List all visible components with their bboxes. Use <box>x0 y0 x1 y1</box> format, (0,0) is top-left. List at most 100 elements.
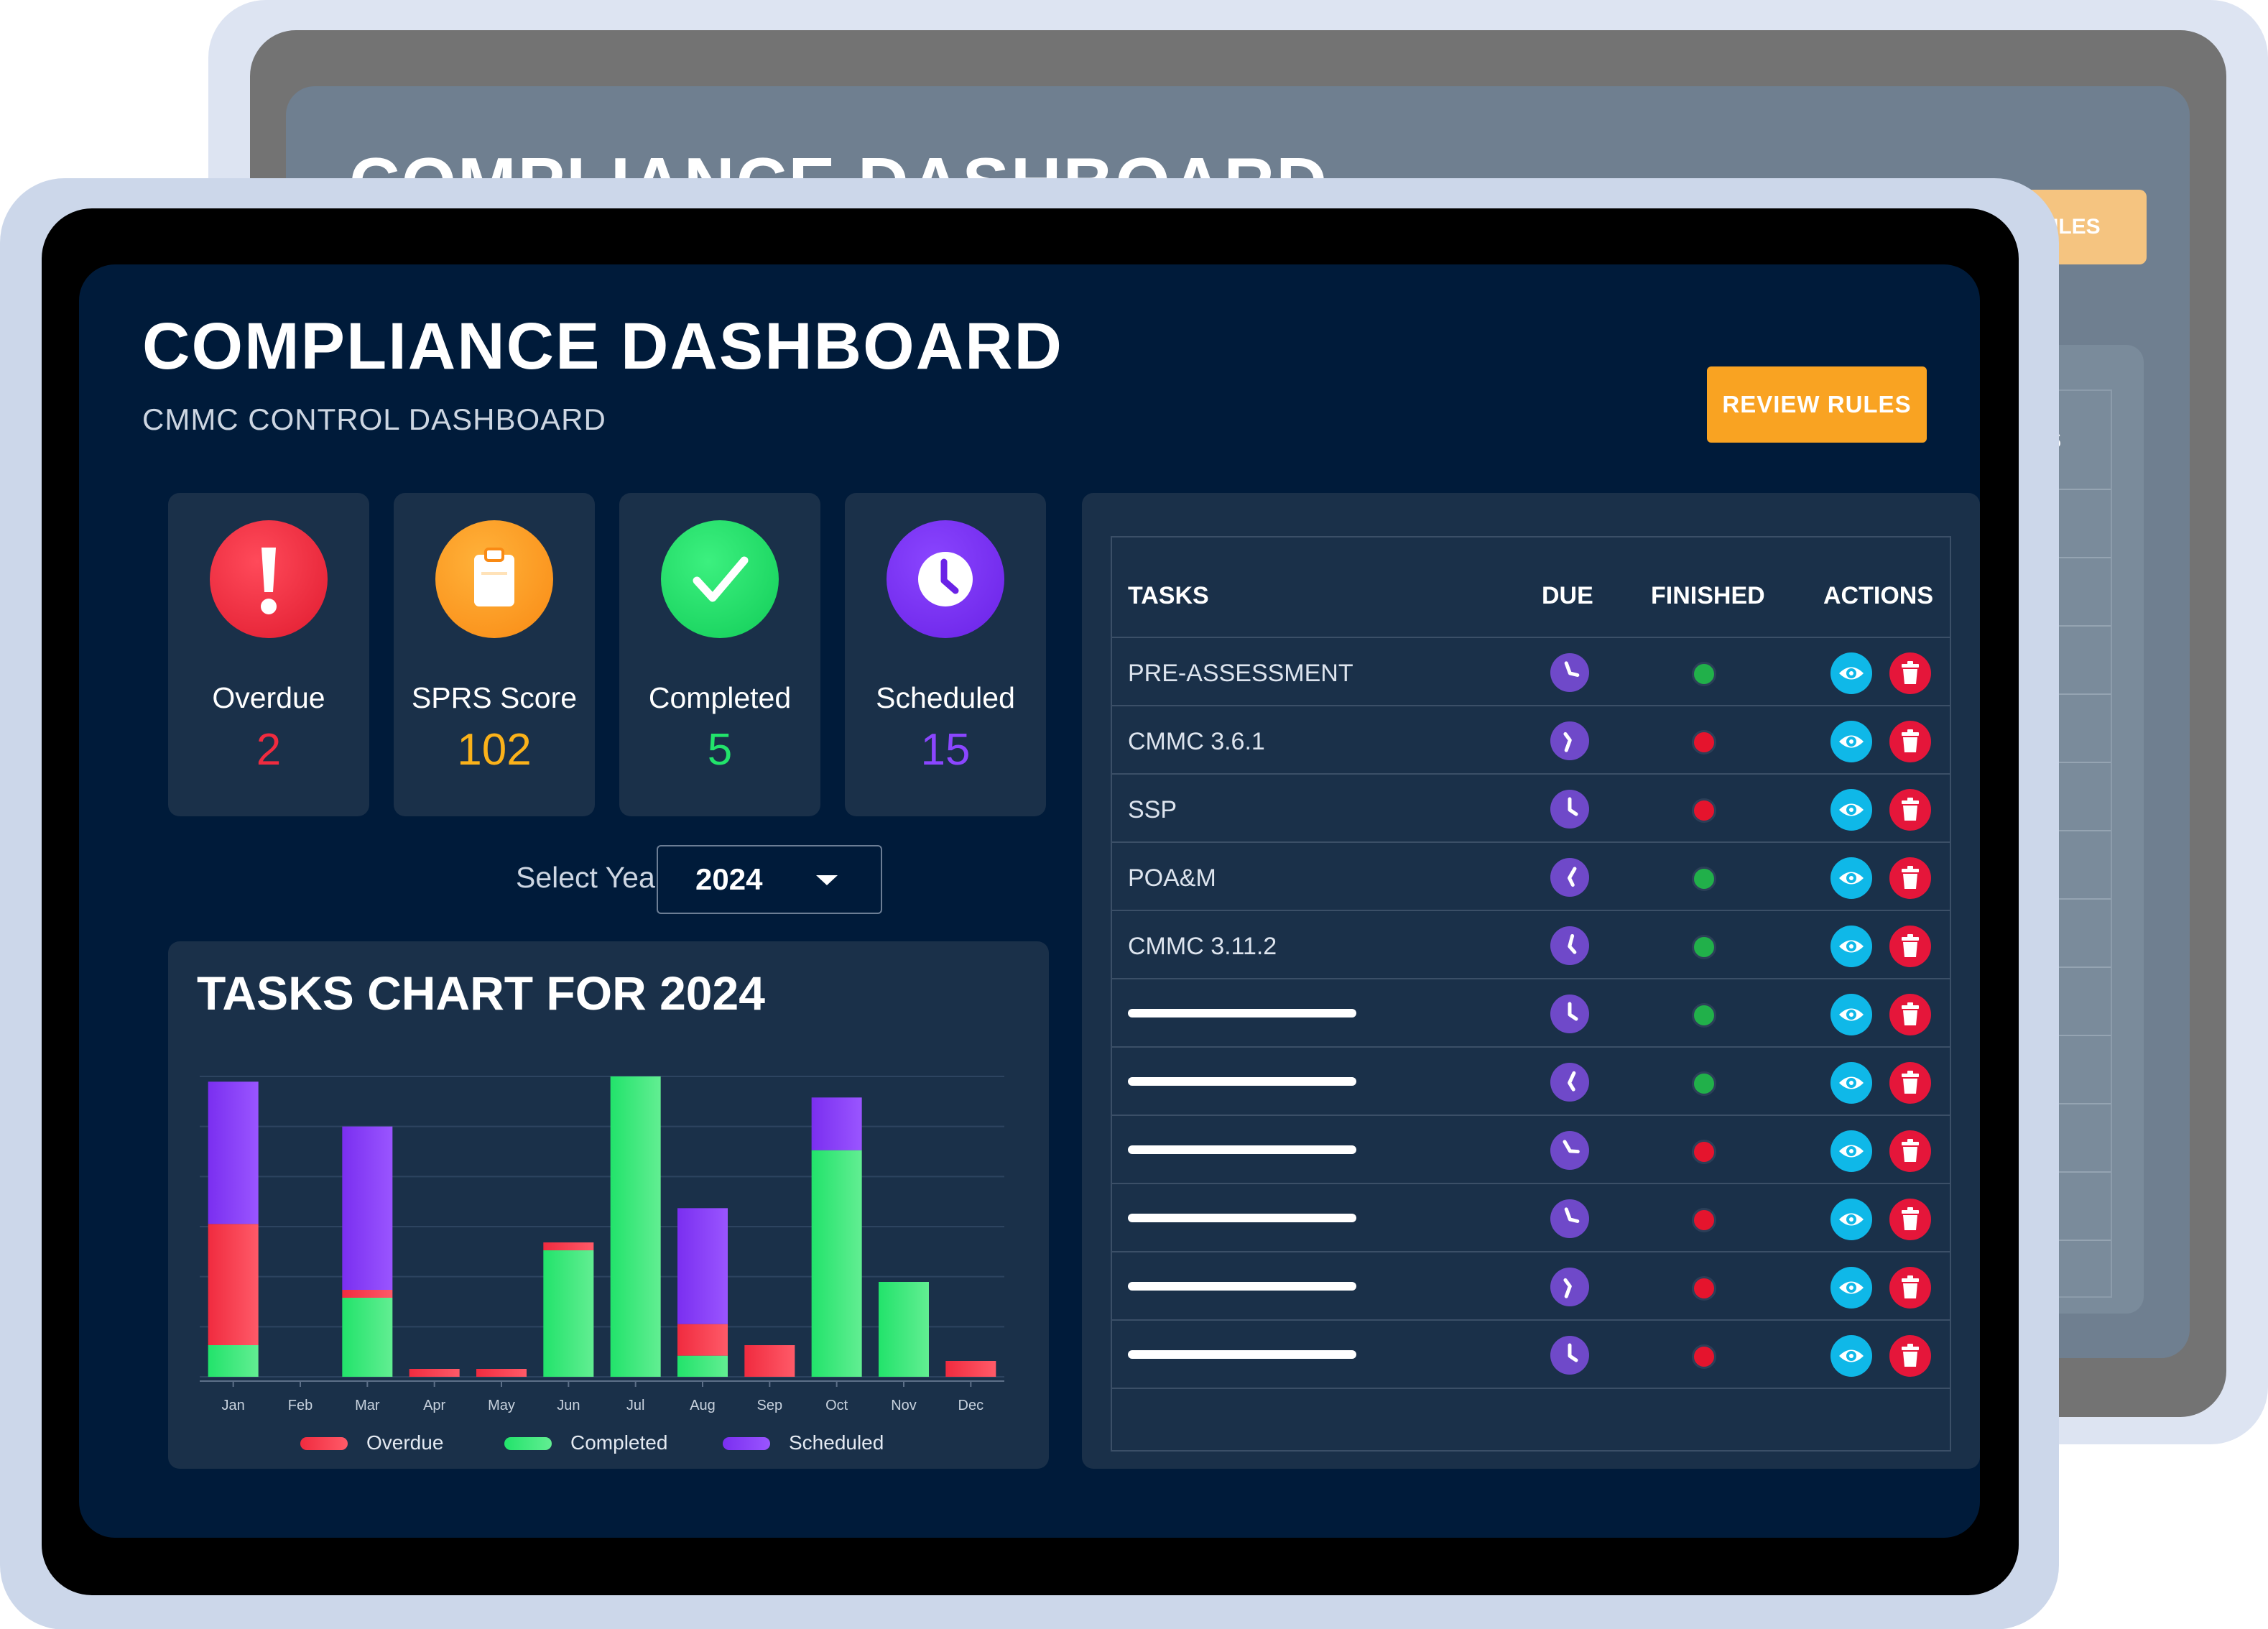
finished-status-red-dot <box>1692 798 1716 823</box>
view-eye-icon[interactable] <box>1830 1199 1872 1240</box>
column-header-finished[interactable]: FINISHED <box>1651 582 1765 609</box>
column-header-actions: ACTIONS <box>1823 582 1933 609</box>
x-axis-tick-label: Jun <box>557 1398 580 1413</box>
legend-label-completed[interactable]: Completed <box>570 1431 667 1454</box>
column-header-due[interactable]: DUE <box>1542 582 1593 609</box>
delete-trash-icon[interactable] <box>1889 1199 1931 1240</box>
bar-completed-jan <box>208 1345 259 1377</box>
review-rules-button[interactable]: REVIEW RULES <box>1707 366 1927 443</box>
table-row[interactable]: SSP <box>1112 775 1950 843</box>
delete-trash-icon[interactable] <box>1889 1062 1931 1104</box>
delete-trash-icon[interactable] <box>1889 652 1931 694</box>
legend-swatch-completed <box>504 1437 552 1450</box>
delete-trash-icon[interactable] <box>1889 857 1931 899</box>
bar-completed-aug <box>677 1355 728 1377</box>
finished-status-green-dot <box>1692 867 1716 891</box>
delete-trash-icon[interactable] <box>1889 1267 1931 1309</box>
bar-overdue-may <box>476 1369 527 1377</box>
delete-trash-icon[interactable] <box>1889 994 1931 1035</box>
column-header-tasks[interactable]: TASKS <box>1128 582 1209 609</box>
x-axis-tick-label: May <box>488 1398 515 1413</box>
legend-label-scheduled[interactable]: Scheduled <box>789 1431 884 1454</box>
table-row[interactable] <box>1112 1321 1950 1389</box>
x-axis-tick-label: Feb <box>288 1398 313 1413</box>
task-name-placeholder-bar <box>1128 1282 1356 1291</box>
legend-label-overdue[interactable]: Overdue <box>366 1431 443 1454</box>
table-row[interactable]: PRE-ASSESSMENT <box>1112 638 1950 706</box>
chart-title: TASKS CHART FOR 2024 <box>197 966 765 1020</box>
view-eye-icon[interactable] <box>1830 994 1872 1035</box>
task-name-placeholder-bar <box>1128 1350 1356 1359</box>
bar-completed-nov <box>879 1282 929 1377</box>
table-row[interactable] <box>1112 1252 1950 1321</box>
exclamation-icon <box>210 520 328 638</box>
view-eye-icon[interactable] <box>1830 1130 1872 1172</box>
bar-overdue-sep <box>744 1345 795 1377</box>
x-axis-tick-label: Jan <box>222 1398 245 1413</box>
finished-status-green-dot <box>1692 1071 1716 1096</box>
stat-label: Completed <box>648 681 792 714</box>
stat-value-overdue: 2 <box>256 725 282 775</box>
view-eye-icon[interactable] <box>1830 1267 1872 1309</box>
delete-trash-icon[interactable] <box>1889 721 1931 762</box>
finished-status-red-dot <box>1692 1208 1716 1232</box>
view-eye-icon[interactable] <box>1830 652 1872 694</box>
task-name-placeholder-bar <box>1128 1214 1356 1222</box>
x-axis-tick-label: Jul <box>626 1398 645 1413</box>
year-dropdown-value: 2024 <box>695 862 763 896</box>
bar-scheduled-aug <box>677 1208 728 1324</box>
view-eye-icon[interactable] <box>1830 1335 1872 1377</box>
checkmark-icon <box>661 520 779 638</box>
view-eye-icon[interactable] <box>1830 926 1872 967</box>
due-clock-icon <box>1550 1063 1589 1102</box>
delete-trash-icon[interactable] <box>1889 789 1931 831</box>
due-clock-icon <box>1550 858 1589 897</box>
table-row[interactable] <box>1112 1048 1950 1116</box>
task-name: POA&M <box>1128 864 1216 892</box>
bar-overdue-jan <box>208 1224 259 1345</box>
view-eye-icon[interactable] <box>1830 1062 1872 1104</box>
x-axis-tick-label: Nov <box>891 1398 917 1413</box>
table-row[interactable] <box>1112 1184 1950 1252</box>
delete-trash-icon[interactable] <box>1889 1130 1931 1172</box>
due-clock-icon <box>1550 1268 1589 1306</box>
bar-completed-mar <box>342 1298 393 1377</box>
finished-status-red-dot <box>1692 1276 1716 1301</box>
table-row[interactable]: POA&M <box>1112 843 1950 911</box>
view-eye-icon[interactable] <box>1830 789 1872 831</box>
x-axis-tick-label: Mar <box>355 1398 380 1413</box>
bar-scheduled-oct <box>811 1097 862 1150</box>
due-clock-icon <box>1550 653 1589 692</box>
finished-status-red-dot <box>1692 730 1716 754</box>
due-clock-icon <box>1550 1131 1589 1170</box>
stat-label: Scheduled <box>876 681 1015 714</box>
task-name-placeholder-bar <box>1128 1077 1356 1086</box>
stat-card-completed: Completed 5 <box>619 493 820 816</box>
task-name: PRE-ASSESSMENT <box>1128 660 1353 687</box>
stat-label: SPRS Score <box>411 681 578 714</box>
year-dropdown[interactable]: 2024 <box>657 845 882 914</box>
view-eye-icon[interactable] <box>1830 721 1872 762</box>
due-clock-icon <box>1550 1336 1589 1375</box>
task-name-placeholder-bar <box>1128 1009 1356 1017</box>
x-axis-tick-label: Aug <box>690 1398 716 1413</box>
legend-swatch-overdue <box>300 1437 348 1450</box>
stat-value-completed: 5 <box>707 725 733 775</box>
task-name: CMMC 3.6.1 <box>1128 728 1265 755</box>
x-axis-tick-label: Sep <box>757 1398 783 1413</box>
stat-card-scheduled: Scheduled 15 <box>845 493 1046 816</box>
front-device-bezel: COMPLIANCE DASHBOARD CMMC CONTROL DASHBO… <box>42 208 2019 1595</box>
year-select-label: Select Year: <box>516 861 673 894</box>
view-eye-icon[interactable] <box>1830 857 1872 899</box>
table-row[interactable] <box>1112 1116 1950 1184</box>
delete-trash-icon[interactable] <box>1889 1335 1931 1377</box>
x-axis-tick-label: Apr <box>423 1398 445 1413</box>
task-name-placeholder-bar <box>1128 1145 1356 1154</box>
bar-overdue-dec <box>945 1361 996 1377</box>
bar-overdue-apr <box>409 1369 460 1377</box>
clock-icon <box>887 520 1004 638</box>
delete-trash-icon[interactable] <box>1889 926 1931 967</box>
table-row[interactable] <box>1112 979 1950 1048</box>
table-row[interactable]: CMMC 3.6.1 <box>1112 706 1950 775</box>
table-row[interactable]: CMMC 3.11.2 <box>1112 911 1950 979</box>
